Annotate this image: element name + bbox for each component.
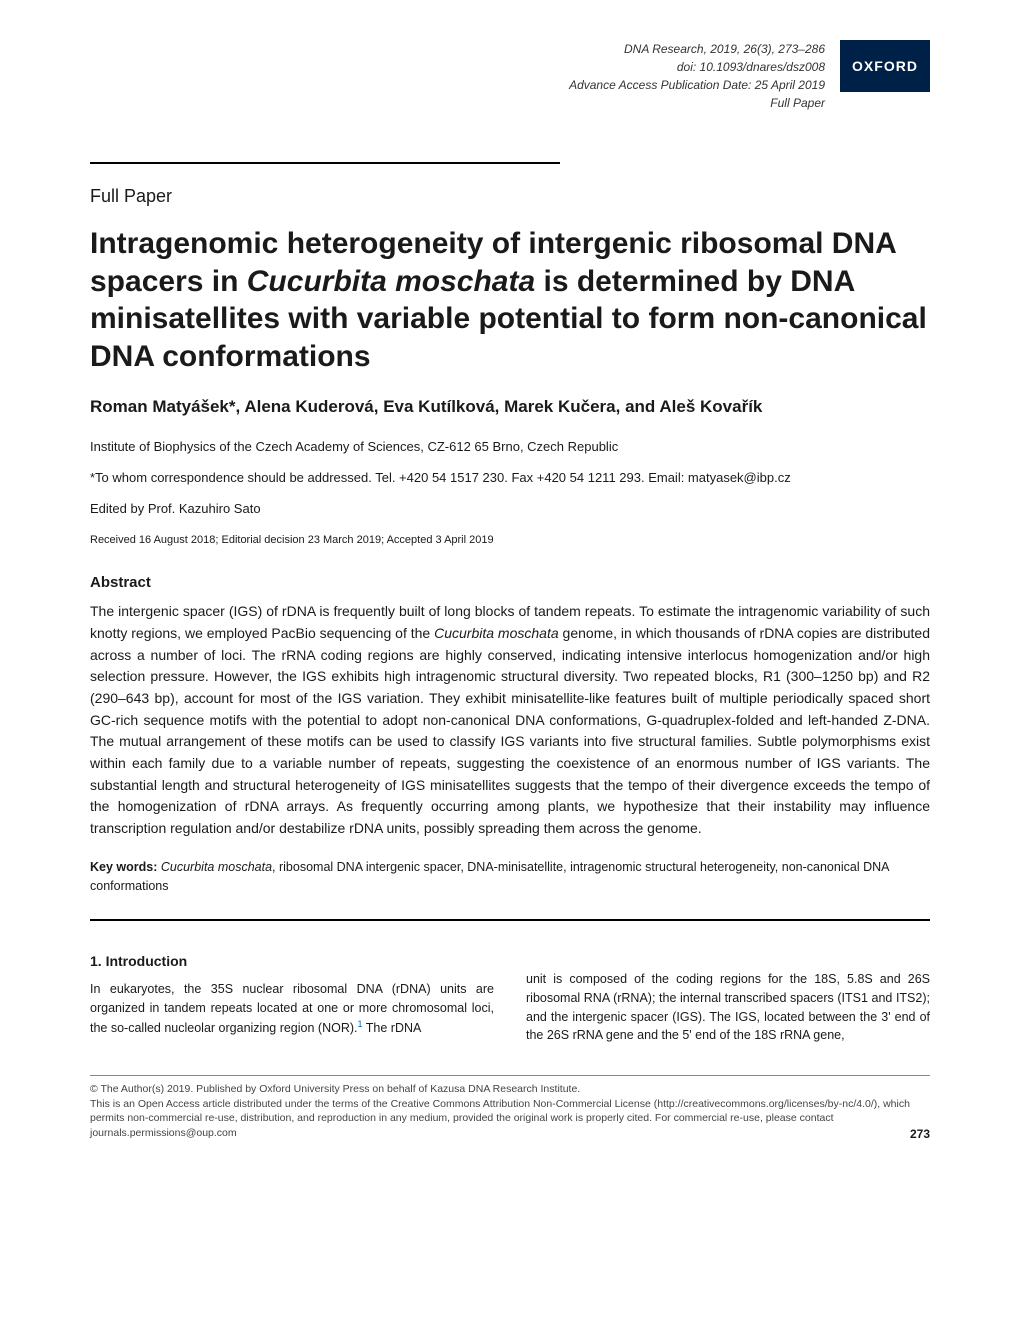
abstract-species: Cucurbita moschata [434,625,559,641]
copyright-line: © The Author(s) 2019. Published by Oxfor… [90,1082,930,1097]
keywords-label: Key words: [90,860,157,874]
doi-line: doi: 10.1093/dnares/dsz008 [569,58,825,76]
intro-columns: 1. Introduction In eukaryotes, the 35S n… [90,951,930,1045]
abstract-paragraph: The intergenic spacer (IGS) of rDNA is f… [90,601,930,840]
article-title: Intragenomic heterogeneity of intergenic… [90,225,930,375]
title-species: Cucurbita moschata [247,265,535,298]
author-list: Roman Matyášek*, Alena Kuderová, Eva Kut… [90,395,930,419]
intro-col-right: unit is composed of the coding regions f… [526,951,930,1045]
keywords: Key words: Cucurbita moschata, ribosomal… [90,858,930,896]
top-rule [90,162,560,164]
journal-citation: DNA Research, 2019, 26(3), 273–286 [569,40,825,58]
abstract-p1b: genome, in which thousands of rDNA copie… [90,625,930,836]
affiliation: Institute of Biophysics of the Czech Aca… [90,439,930,454]
correspondence: *To whom correspondence should be addres… [90,468,930,488]
abstract-heading: Abstract [90,574,930,591]
citation-block: DNA Research, 2019, 26(3), 273–286 doi: … [569,40,825,112]
mid-rule [90,919,930,921]
header-row: DNA Research, 2019, 26(3), 273–286 doi: … [90,40,930,112]
intro-col-left: 1. Introduction In eukaryotes, the 35S n… [90,951,494,1045]
intro-col1-text: In eukaryotes, the 35S nuclear ribosomal… [90,982,494,1035]
keywords-species: Cucurbita moschata [161,860,272,874]
intro-col1-tail: The rDNA [363,1021,422,1035]
article-type-line: Full Paper [569,94,825,112]
intro-col2-text: unit is composed of the coding regions f… [526,972,930,1042]
section-type-label: Full Paper [90,186,930,207]
editor-line: Edited by Prof. Kazuhiro Sato [90,501,930,516]
footer-rule [90,1075,930,1076]
advance-access-line: Advance Access Publication Date: 25 Apri… [569,76,825,94]
publisher-badge: OXFORD [840,40,930,92]
introduction-heading: 1. Introduction [90,951,494,972]
article-dates: Received 16 August 2018; Editorial decis… [90,534,930,546]
